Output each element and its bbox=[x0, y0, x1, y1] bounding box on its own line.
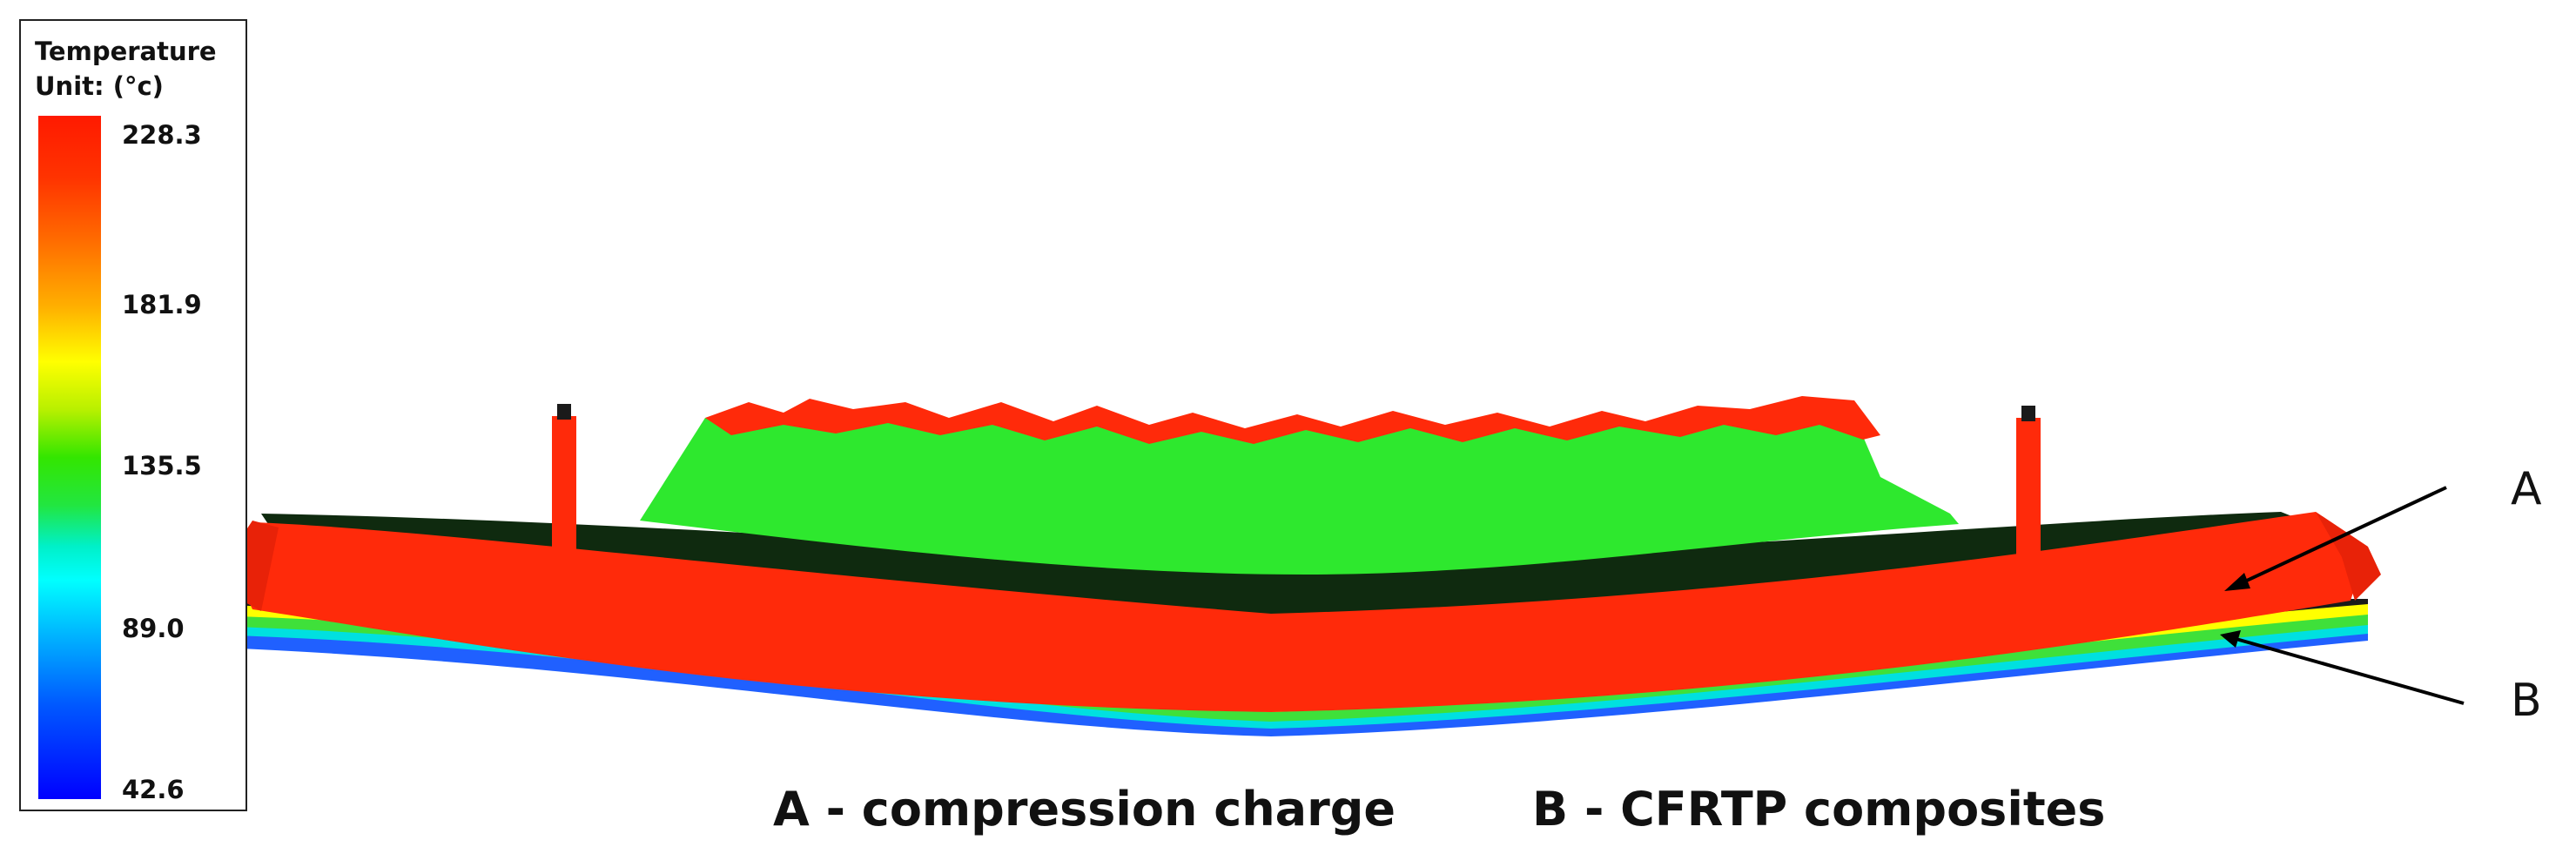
caption-compression-charge: A - compression charge bbox=[773, 782, 1396, 837]
arrow-b bbox=[2220, 630, 2465, 705]
label-a: A bbox=[2511, 463, 2542, 515]
right-pin bbox=[2016, 406, 2041, 571]
temperature-colorbar bbox=[38, 116, 101, 799]
legend-tick-4: 89.0 bbox=[122, 614, 185, 643]
left-pin bbox=[552, 404, 576, 573]
legend-tick-3: 135.5 bbox=[122, 451, 202, 481]
legend-title: Temperature bbox=[35, 37, 217, 66]
charge-top-surface bbox=[640, 407, 1959, 575]
legend-tick-max: 228.3 bbox=[122, 120, 202, 150]
charge-top-rim bbox=[705, 396, 1880, 444]
label-b: B bbox=[2511, 675, 2542, 727]
compression-charge-body bbox=[228, 512, 2368, 712]
legend-tick-min: 42.6 bbox=[122, 775, 185, 804]
legend-tick-2: 181.9 bbox=[122, 290, 202, 319]
arrow-a bbox=[2224, 486, 2447, 591]
legend-unit: Unit: (°c) bbox=[35, 71, 164, 101]
caption-cfrtp-composites: B - CFRTP composites bbox=[1532, 782, 2106, 837]
charge-right-edge bbox=[2316, 512, 2381, 601]
